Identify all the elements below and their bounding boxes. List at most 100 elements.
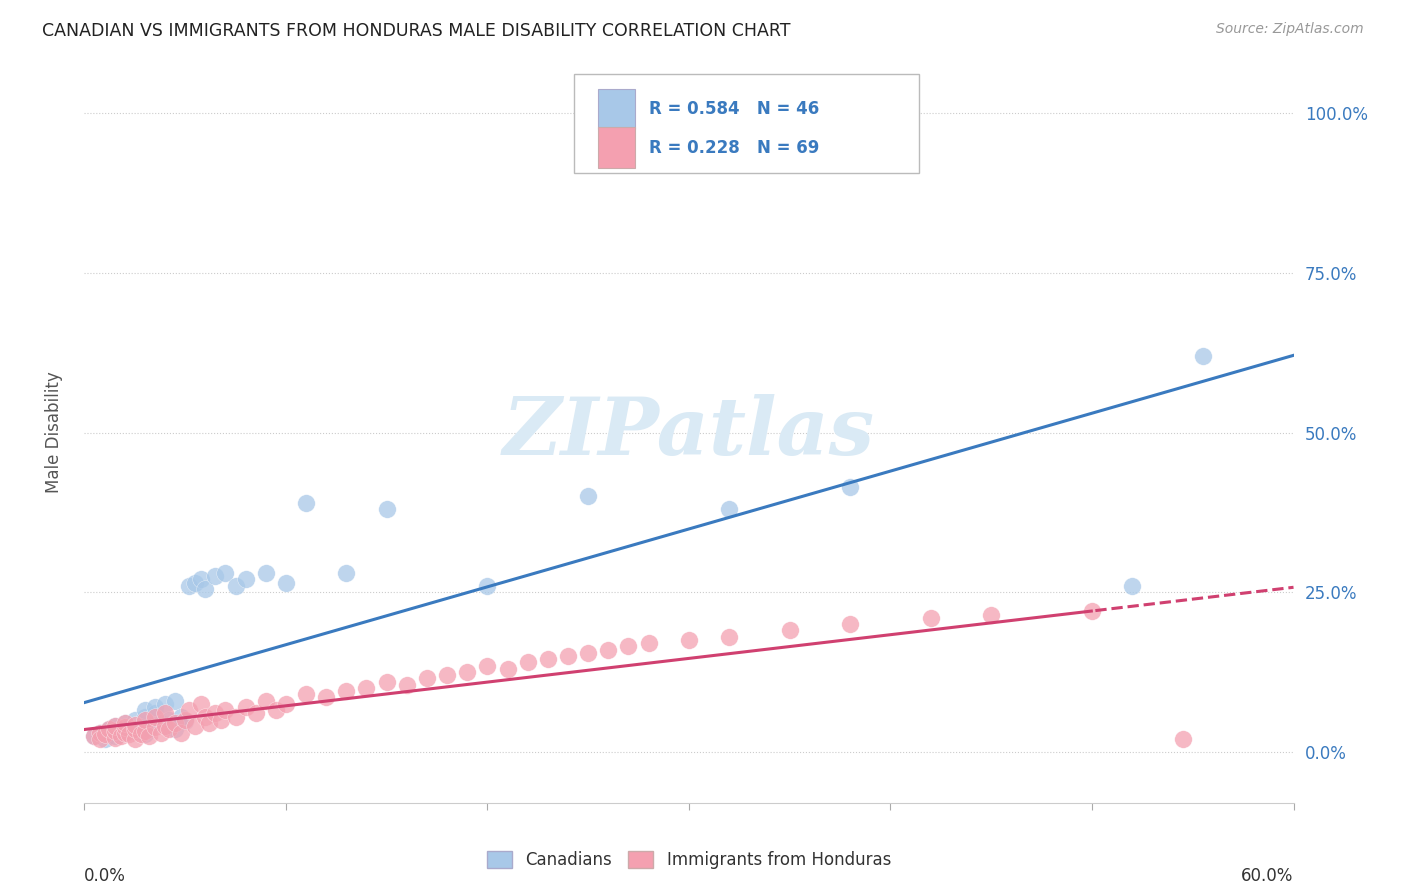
- Point: [637, 636, 659, 650]
- FancyBboxPatch shape: [599, 88, 634, 129]
- Point: [110, 729, 132, 743]
- Point: [274, 697, 297, 711]
- Text: CANADIAN VS IMMIGRANTS FROM HONDURAS MALE DISABILITY CORRELATION CHART: CANADIAN VS IMMIGRANTS FROM HONDURAS MAL…: [42, 22, 790, 40]
- Text: R = 0.228   N = 69: R = 0.228 N = 69: [650, 138, 820, 157]
- Text: R = 0.584   N = 46: R = 0.584 N = 46: [650, 100, 820, 118]
- Point: [254, 566, 277, 580]
- Point: [134, 727, 156, 741]
- Point: [1121, 579, 1143, 593]
- Point: [118, 721, 141, 735]
- Point: [138, 729, 160, 743]
- Point: [477, 579, 499, 593]
- Point: [93, 731, 115, 746]
- Point: [235, 700, 257, 714]
- Point: [170, 709, 193, 723]
- Point: [124, 713, 146, 727]
- Point: [174, 713, 197, 727]
- Point: [83, 729, 105, 743]
- Point: [143, 706, 166, 721]
- Point: [114, 721, 136, 735]
- Point: [598, 642, 620, 657]
- Point: [143, 721, 166, 735]
- Point: [124, 724, 146, 739]
- Point: [980, 607, 1002, 622]
- Point: [315, 690, 337, 705]
- Legend: Canadians, Immigrants from Honduras: Canadians, Immigrants from Honduras: [479, 845, 898, 876]
- Point: [576, 490, 599, 504]
- Point: [89, 725, 111, 739]
- Point: [153, 706, 176, 721]
- Point: [143, 709, 166, 723]
- Point: [678, 633, 700, 648]
- Point: [356, 681, 378, 695]
- Point: [153, 719, 176, 733]
- Point: [179, 579, 201, 593]
- Point: [153, 697, 176, 711]
- Point: [184, 575, 207, 590]
- Point: [839, 617, 862, 632]
- Point: [134, 709, 156, 723]
- Point: [174, 714, 197, 728]
- Text: Source: ZipAtlas.com: Source: ZipAtlas.com: [1216, 22, 1364, 37]
- Point: [134, 724, 156, 739]
- Point: [184, 719, 207, 733]
- Point: [375, 674, 398, 689]
- Point: [97, 723, 120, 737]
- Point: [124, 718, 146, 732]
- Text: 60.0%: 60.0%: [1241, 867, 1294, 885]
- Point: [436, 668, 458, 682]
- Point: [204, 569, 226, 583]
- Point: [83, 729, 105, 743]
- Point: [194, 709, 217, 723]
- Point: [718, 502, 741, 516]
- Point: [134, 703, 156, 717]
- Point: [477, 658, 499, 673]
- Point: [920, 611, 942, 625]
- Point: [204, 706, 226, 721]
- Point: [1192, 349, 1215, 363]
- Point: [114, 725, 136, 739]
- Point: [157, 713, 180, 727]
- Point: [274, 575, 297, 590]
- Point: [456, 665, 478, 679]
- Point: [335, 684, 357, 698]
- Point: [225, 579, 247, 593]
- Point: [557, 648, 579, 663]
- Point: [264, 703, 287, 717]
- Point: [114, 716, 136, 731]
- Point: [537, 652, 560, 666]
- Point: [617, 640, 640, 654]
- Point: [129, 727, 152, 741]
- Point: [89, 731, 111, 746]
- Point: [198, 716, 221, 731]
- Point: [335, 566, 357, 580]
- Point: [165, 694, 187, 708]
- Point: [245, 706, 267, 721]
- Point: [93, 727, 115, 741]
- Point: [375, 502, 398, 516]
- Point: [254, 694, 277, 708]
- Point: [114, 725, 136, 739]
- Point: [295, 687, 318, 701]
- Point: [209, 713, 232, 727]
- Point: [235, 573, 257, 587]
- Point: [190, 697, 212, 711]
- Point: [138, 723, 160, 737]
- Point: [170, 725, 193, 739]
- Point: [104, 731, 127, 745]
- Point: [395, 678, 418, 692]
- Point: [104, 719, 127, 733]
- Point: [839, 480, 862, 494]
- Point: [416, 671, 439, 685]
- Point: [214, 566, 236, 580]
- Point: [214, 703, 236, 717]
- Point: [1081, 604, 1104, 618]
- Point: [718, 630, 741, 644]
- Point: [179, 703, 201, 717]
- FancyBboxPatch shape: [574, 73, 918, 173]
- Point: [165, 723, 187, 737]
- Point: [516, 656, 538, 670]
- Point: [149, 716, 172, 731]
- Point: [165, 716, 187, 731]
- Point: [1171, 731, 1194, 746]
